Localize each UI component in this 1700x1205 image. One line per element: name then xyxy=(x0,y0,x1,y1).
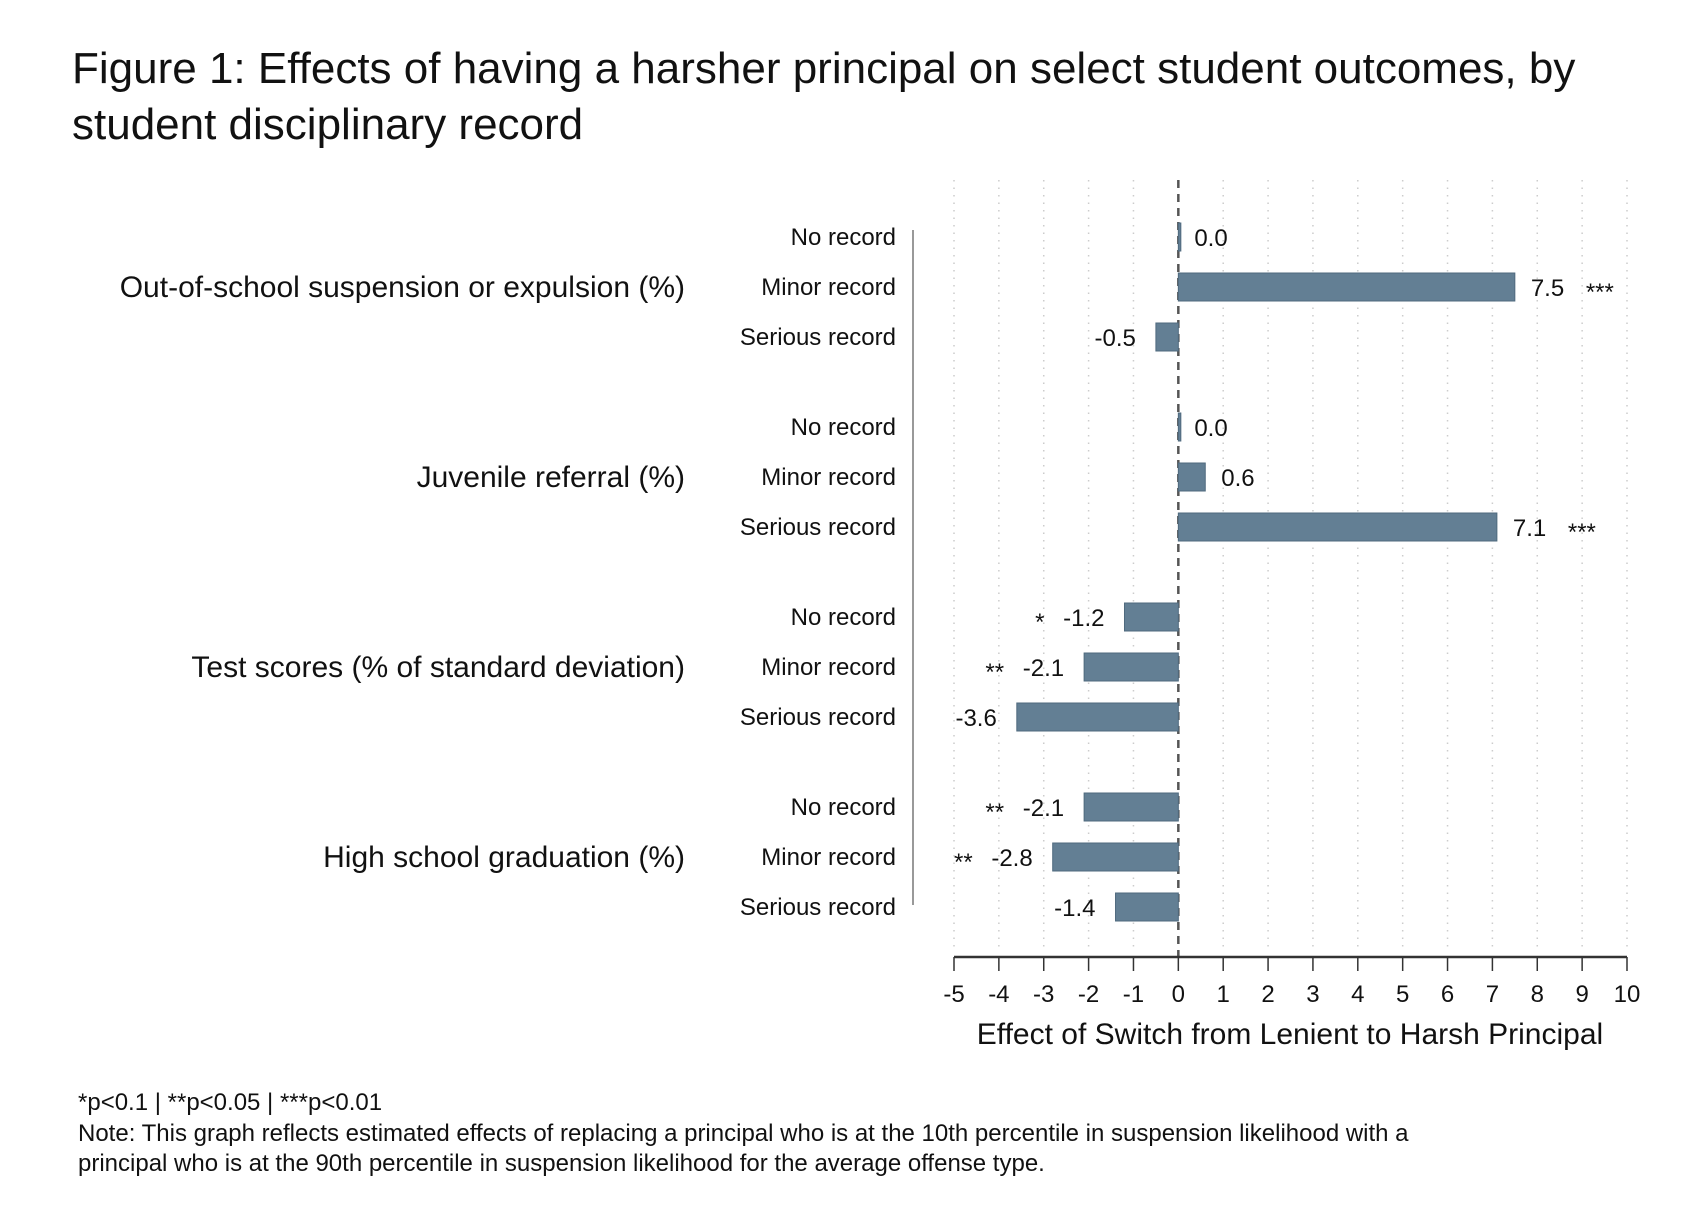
bar-category-label: Serious record xyxy=(740,894,896,921)
bar-value-label: 0.0 xyxy=(1194,225,1227,252)
bar xyxy=(1083,792,1179,822)
group-label: Test scores (% of standard deviation) xyxy=(191,651,685,684)
bar-value-label: -1.4 xyxy=(1054,895,1095,922)
gridlines xyxy=(953,180,1628,957)
bar-value-label: -3.6 xyxy=(955,705,996,732)
bar xyxy=(1177,272,1516,302)
bar-category-label: Minor record xyxy=(761,274,896,301)
group-label: High school graduation (%) xyxy=(323,841,685,874)
bar xyxy=(1083,652,1179,682)
bar xyxy=(1177,512,1498,542)
bar-category-label: Minor record xyxy=(761,464,896,491)
chart-title-line-2: student disciplinary record xyxy=(72,100,583,149)
bars xyxy=(1016,222,1516,922)
bar xyxy=(1155,322,1179,352)
significance-stars: *** xyxy=(1568,519,1596,546)
significance-stars: ** xyxy=(985,659,1004,686)
x-tick-label: -1 xyxy=(1123,981,1144,1008)
bar-category-label: No record xyxy=(791,604,896,631)
x-tick-label: 1 xyxy=(1217,981,1230,1008)
significance-stars: *** xyxy=(1586,279,1614,306)
x-tick-label: 3 xyxy=(1306,981,1319,1008)
x-tick-label: -5 xyxy=(943,981,964,1008)
bar xyxy=(1016,702,1179,732)
x-tick-label: 9 xyxy=(1575,981,1588,1008)
bar-value-label: -2.1 xyxy=(1023,795,1064,822)
bar xyxy=(1052,842,1179,872)
bar-category-label: Serious record xyxy=(740,704,896,731)
bar-value-label: 0.6 xyxy=(1221,465,1254,492)
bar xyxy=(1177,462,1206,492)
bar-value-label: -1.2 xyxy=(1063,605,1104,632)
x-axis: -5 -4 -3 -2 -1 0 1 2 3 4 5 6 7 8 9 10 xyxy=(943,955,1641,1008)
bar-category-label: No record xyxy=(791,794,896,821)
x-tick-label: 8 xyxy=(1531,981,1544,1008)
bar-category-label: No record xyxy=(791,414,896,441)
x-tick-label: 5 xyxy=(1396,981,1409,1008)
significance-stars: ** xyxy=(954,849,973,876)
bar-value-label: -2.1 xyxy=(1023,655,1064,682)
x-tick-label: -4 xyxy=(988,981,1009,1008)
footnote-note-line-2: principal who is at the 90th percentile … xyxy=(78,1150,1045,1177)
bar-category-label: No record xyxy=(791,224,896,251)
x-tick-label: 10 xyxy=(1614,981,1641,1008)
x-tick-label: -2 xyxy=(1078,981,1099,1008)
x-tick-label: 7 xyxy=(1486,981,1499,1008)
bar-category-label: Minor record xyxy=(761,844,896,871)
bar xyxy=(1115,892,1179,922)
bar xyxy=(1177,412,1182,442)
labels: Out-of-school suspension or expulsion (%… xyxy=(120,224,1614,922)
bar-value-label: 7.5 xyxy=(1531,275,1564,302)
significance-stars: * xyxy=(1035,609,1044,636)
bar xyxy=(1123,602,1179,632)
bar-value-label: -2.8 xyxy=(991,845,1032,872)
bar-value-label: 7.1 xyxy=(1513,515,1546,542)
footnote-note-line-1: Note: This graph reflects estimated effe… xyxy=(78,1120,1409,1147)
significance-stars: ** xyxy=(985,799,1004,826)
x-axis-title: Effect of Switch from Lenient to Harsh P… xyxy=(977,1018,1603,1051)
group-label: Out-of-school suspension or expulsion (%… xyxy=(120,271,685,304)
x-tick-label: -3 xyxy=(1033,981,1054,1008)
x-tick-label: 4 xyxy=(1351,981,1364,1008)
bar-category-label: Minor record xyxy=(761,654,896,681)
chart-title-line-1: Figure 1: Effects of having a harsher pr… xyxy=(72,44,1575,93)
footnote-significance: *p<0.1 | **p<0.05 | ***p<0.01 xyxy=(78,1089,382,1116)
group-label: Juvenile referral (%) xyxy=(417,461,685,494)
bar xyxy=(1177,222,1182,252)
bar-category-label: Serious record xyxy=(740,324,896,351)
bar-value-label: 0.0 xyxy=(1194,415,1227,442)
x-tick-label: 2 xyxy=(1261,981,1274,1008)
bar-category-label: Serious record xyxy=(740,514,896,541)
bar-value-label: -0.5 xyxy=(1095,325,1136,352)
x-tick-label: 0 xyxy=(1172,981,1185,1008)
x-tick-label: 6 xyxy=(1441,981,1454,1008)
